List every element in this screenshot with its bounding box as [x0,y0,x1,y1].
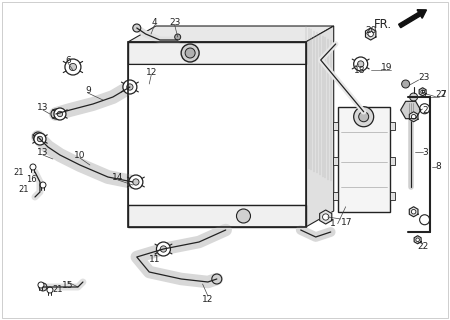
Text: 3: 3 [423,148,428,156]
Circle shape [33,132,43,142]
Circle shape [51,109,61,119]
Bar [338,107,390,212]
Circle shape [69,63,76,71]
Circle shape [38,282,44,288]
Circle shape [133,179,139,185]
Bar [128,42,306,64]
Circle shape [160,246,166,252]
Bar [390,157,395,165]
Circle shape [411,115,416,119]
Text: 13: 13 [37,148,49,156]
Bar [128,42,306,227]
Text: 9: 9 [85,85,91,94]
Polygon shape [306,26,334,227]
Circle shape [123,80,137,94]
Circle shape [175,34,181,40]
Circle shape [237,209,251,223]
Bar [128,205,306,227]
Text: 12: 12 [145,68,157,76]
Bar [128,64,306,205]
Text: 10: 10 [74,150,86,159]
Circle shape [157,242,171,256]
Text: 22: 22 [417,242,428,251]
Circle shape [34,133,46,145]
Text: 15: 15 [62,281,74,290]
Text: 21: 21 [18,185,28,194]
Polygon shape [128,26,334,42]
Circle shape [47,287,53,293]
Circle shape [354,57,368,71]
Text: 16: 16 [26,174,36,183]
Text: 14: 14 [112,172,124,181]
Polygon shape [410,112,418,122]
Text: 12: 12 [202,294,214,303]
Circle shape [410,93,418,101]
Text: FR.: FR. [374,18,392,30]
Text: 17: 17 [341,218,352,227]
Circle shape [359,112,369,122]
Circle shape [127,84,133,90]
Text: 19: 19 [381,62,392,71]
Circle shape [65,59,81,75]
Polygon shape [320,210,332,224]
Circle shape [40,182,46,188]
Text: 5: 5 [421,90,427,99]
Bar [390,122,395,130]
Circle shape [39,283,47,291]
Bar [333,122,338,130]
Circle shape [57,111,63,117]
Text: 11: 11 [149,254,160,263]
Bar [333,157,338,165]
Text: 7: 7 [441,90,446,99]
Text: 22: 22 [436,90,447,99]
Circle shape [402,80,410,88]
Text: 2: 2 [423,106,428,115]
Text: 4: 4 [152,18,158,27]
Text: 23: 23 [418,73,430,82]
Circle shape [323,214,329,220]
Circle shape [185,48,195,58]
Circle shape [181,44,199,62]
Circle shape [133,24,141,32]
Text: 18: 18 [354,66,365,75]
Circle shape [421,90,424,93]
Circle shape [368,31,373,37]
Circle shape [37,136,43,142]
Polygon shape [365,28,376,40]
Circle shape [54,108,66,120]
Circle shape [416,238,419,242]
Circle shape [30,164,36,170]
Text: 6: 6 [65,55,71,65]
Polygon shape [414,236,421,244]
Circle shape [354,107,373,127]
Text: 8: 8 [436,162,441,171]
FancyArrow shape [399,10,427,28]
Circle shape [411,210,416,214]
Text: 23: 23 [169,18,180,27]
Text: 21: 21 [13,167,23,177]
Text: 20: 20 [366,26,377,35]
Bar [390,192,395,200]
Bar [333,192,338,200]
Polygon shape [400,101,421,119]
Text: 1: 1 [330,219,336,228]
Circle shape [129,175,143,189]
Polygon shape [410,207,418,217]
Circle shape [358,61,364,67]
Polygon shape [419,88,426,96]
Text: 21: 21 [53,284,63,293]
Circle shape [212,274,222,284]
Text: 13: 13 [37,102,49,111]
